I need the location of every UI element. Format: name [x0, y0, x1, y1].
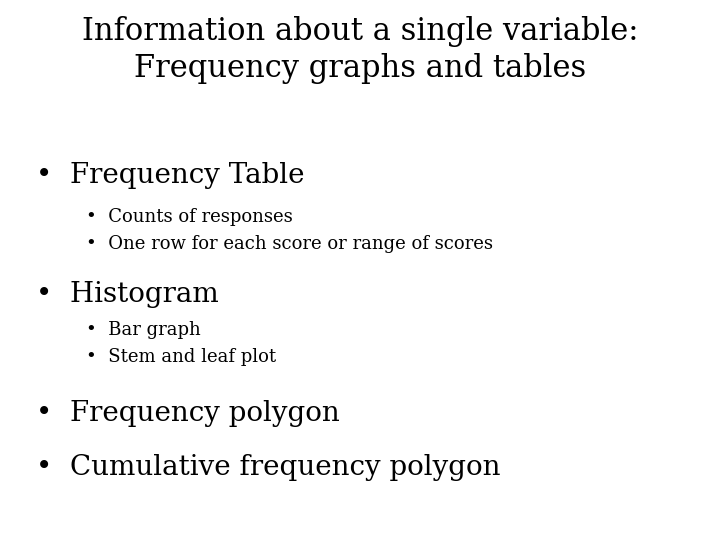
Text: Information about a single variable:
Frequency graphs and tables: Information about a single variable: Fre…	[82, 16, 638, 84]
Text: •  One row for each score or range of scores: • One row for each score or range of sco…	[86, 235, 493, 253]
Text: •  Stem and leaf plot: • Stem and leaf plot	[86, 348, 276, 366]
Text: •  Counts of responses: • Counts of responses	[86, 208, 293, 226]
Text: •  Frequency Table: • Frequency Table	[36, 162, 305, 189]
Text: •  Frequency polygon: • Frequency polygon	[36, 400, 340, 427]
Text: •  Histogram: • Histogram	[36, 281, 219, 308]
Text: •  Bar graph: • Bar graph	[86, 321, 201, 339]
Text: •  Cumulative frequency polygon: • Cumulative frequency polygon	[36, 454, 500, 481]
